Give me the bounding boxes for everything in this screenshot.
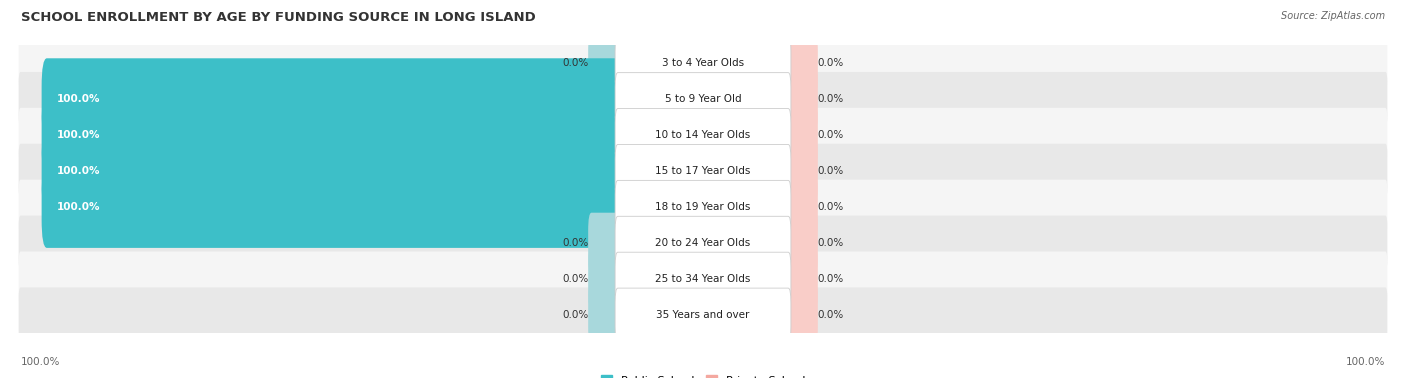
FancyBboxPatch shape bbox=[785, 69, 818, 129]
Text: 0.0%: 0.0% bbox=[818, 58, 844, 68]
Text: 100.0%: 100.0% bbox=[56, 94, 100, 104]
Text: 100.0%: 100.0% bbox=[21, 357, 60, 367]
Text: 0.0%: 0.0% bbox=[818, 310, 844, 320]
Text: 0.0%: 0.0% bbox=[818, 274, 844, 284]
Text: 35 Years and over: 35 Years and over bbox=[657, 310, 749, 320]
FancyBboxPatch shape bbox=[614, 108, 792, 162]
FancyBboxPatch shape bbox=[588, 249, 621, 309]
Text: 0.0%: 0.0% bbox=[562, 238, 588, 248]
FancyBboxPatch shape bbox=[588, 213, 621, 273]
Text: 10 to 14 Year Olds: 10 to 14 Year Olds bbox=[655, 130, 751, 140]
FancyBboxPatch shape bbox=[614, 73, 792, 126]
FancyBboxPatch shape bbox=[18, 251, 1388, 306]
FancyBboxPatch shape bbox=[785, 105, 818, 165]
Text: 0.0%: 0.0% bbox=[818, 94, 844, 104]
Text: SCHOOL ENROLLMENT BY AGE BY FUNDING SOURCE IN LONG ISLAND: SCHOOL ENROLLMENT BY AGE BY FUNDING SOUR… bbox=[21, 11, 536, 24]
FancyBboxPatch shape bbox=[588, 285, 621, 345]
FancyBboxPatch shape bbox=[614, 180, 792, 234]
FancyBboxPatch shape bbox=[42, 130, 709, 212]
FancyBboxPatch shape bbox=[785, 249, 818, 309]
FancyBboxPatch shape bbox=[18, 108, 1388, 163]
FancyBboxPatch shape bbox=[614, 144, 792, 198]
Text: 100.0%: 100.0% bbox=[56, 202, 100, 212]
Text: 0.0%: 0.0% bbox=[818, 130, 844, 140]
Text: 100.0%: 100.0% bbox=[56, 166, 100, 176]
FancyBboxPatch shape bbox=[614, 252, 792, 305]
Text: 0.0%: 0.0% bbox=[562, 274, 588, 284]
FancyBboxPatch shape bbox=[785, 285, 818, 345]
Text: 5 to 9 Year Old: 5 to 9 Year Old bbox=[665, 94, 741, 104]
Text: 0.0%: 0.0% bbox=[562, 310, 588, 320]
Text: 20 to 24 Year Olds: 20 to 24 Year Olds bbox=[655, 238, 751, 248]
Legend: Public School, Private School: Public School, Private School bbox=[596, 371, 810, 378]
FancyBboxPatch shape bbox=[42, 94, 709, 176]
FancyBboxPatch shape bbox=[18, 72, 1388, 127]
Text: 25 to 34 Year Olds: 25 to 34 Year Olds bbox=[655, 274, 751, 284]
FancyBboxPatch shape bbox=[614, 216, 792, 270]
FancyBboxPatch shape bbox=[614, 37, 792, 90]
Text: 100.0%: 100.0% bbox=[1346, 357, 1385, 367]
FancyBboxPatch shape bbox=[18, 36, 1388, 91]
FancyBboxPatch shape bbox=[18, 180, 1388, 234]
Text: 0.0%: 0.0% bbox=[818, 202, 844, 212]
FancyBboxPatch shape bbox=[42, 58, 709, 140]
FancyBboxPatch shape bbox=[614, 288, 792, 341]
Text: 0.0%: 0.0% bbox=[818, 166, 844, 176]
FancyBboxPatch shape bbox=[785, 33, 818, 93]
FancyBboxPatch shape bbox=[18, 287, 1388, 342]
FancyBboxPatch shape bbox=[785, 213, 818, 273]
Text: 0.0%: 0.0% bbox=[562, 58, 588, 68]
FancyBboxPatch shape bbox=[18, 144, 1388, 198]
FancyBboxPatch shape bbox=[785, 141, 818, 201]
FancyBboxPatch shape bbox=[588, 33, 621, 93]
Text: 100.0%: 100.0% bbox=[56, 130, 100, 140]
FancyBboxPatch shape bbox=[42, 166, 709, 248]
FancyBboxPatch shape bbox=[18, 215, 1388, 270]
FancyBboxPatch shape bbox=[785, 177, 818, 237]
Text: 0.0%: 0.0% bbox=[818, 238, 844, 248]
Text: Source: ZipAtlas.com: Source: ZipAtlas.com bbox=[1281, 11, 1385, 21]
Text: 3 to 4 Year Olds: 3 to 4 Year Olds bbox=[662, 58, 744, 68]
Text: 15 to 17 Year Olds: 15 to 17 Year Olds bbox=[655, 166, 751, 176]
Text: 18 to 19 Year Olds: 18 to 19 Year Olds bbox=[655, 202, 751, 212]
